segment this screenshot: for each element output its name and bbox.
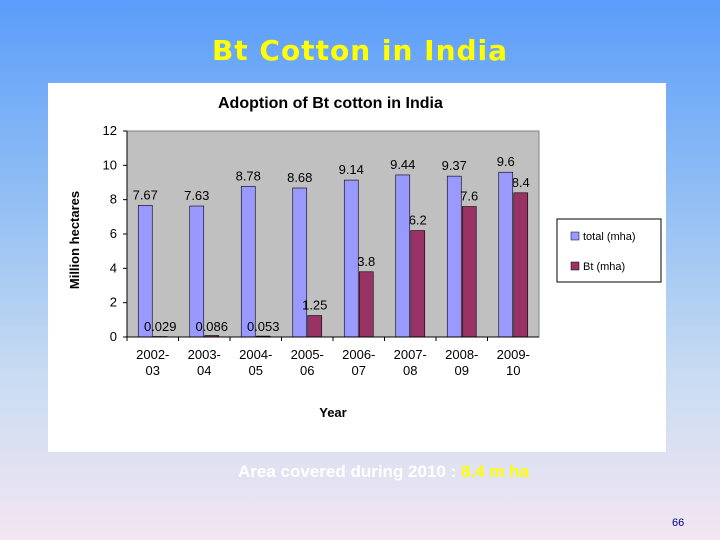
data-label-total: 9.44 bbox=[390, 157, 415, 172]
data-label-total: 9.14 bbox=[339, 162, 364, 177]
bar-bt bbox=[358, 271, 374, 338]
y-axis-label: Million hectares bbox=[67, 191, 82, 289]
bar-bt bbox=[410, 230, 426, 338]
y-tick-label: 0 bbox=[110, 329, 117, 344]
slide-title: Bt Cotton in India bbox=[211, 34, 509, 67]
bar-chart: Adoption of Bt cotton in India 0 2 4 6 8 10 12… bbox=[67, 95, 662, 420]
data-label-total: 7.67 bbox=[133, 187, 158, 202]
y-axis: 0 2 4 6 8 10 12 bbox=[103, 123, 128, 344]
bar-bt bbox=[513, 192, 529, 338]
legend-label-total: total (mha) bbox=[583, 231, 636, 243]
bar-total bbox=[395, 174, 411, 338]
bar-total bbox=[240, 185, 256, 338]
y-tick-label: 8 bbox=[110, 192, 117, 207]
legend-swatch-bt bbox=[570, 261, 580, 271]
y-tick-label: 10 bbox=[103, 157, 117, 172]
y-tick-label: 6 bbox=[110, 226, 117, 241]
bar-total bbox=[189, 205, 205, 338]
plot-area bbox=[126, 130, 540, 338]
y-tick-label: 2 bbox=[110, 295, 117, 310]
legend-box bbox=[556, 218, 662, 283]
data-label-total: 8.78 bbox=[236, 168, 261, 183]
x-axis-label: Year bbox=[319, 405, 346, 420]
footer-note: Area covered during 2010 : 8.4 m ha bbox=[238, 462, 529, 482]
legend-label-bt: Bt (mha) bbox=[583, 261, 625, 273]
bar-bt bbox=[307, 315, 323, 338]
chart-title: Adoption of Bt cotton in India bbox=[218, 95, 443, 112]
bar-bt bbox=[461, 206, 477, 338]
data-label-bt: 8.4 bbox=[512, 175, 530, 190]
bar-total bbox=[498, 171, 514, 338]
data-label-bt: 1.25 bbox=[302, 298, 327, 313]
data-label-total: 9.37 bbox=[442, 158, 467, 173]
x-axis: 2002-03 2003-04 2004-05 2005-06 2006-07 2007-… bbox=[126, 336, 539, 378]
bar-total bbox=[137, 205, 153, 338]
x-tick-label: 2008-09 bbox=[445, 347, 478, 378]
data-label-total: 8.68 bbox=[287, 170, 312, 185]
y-tick-label: 12 bbox=[103, 123, 117, 138]
legend-swatch-total bbox=[570, 231, 580, 241]
data-label-total: 7.63 bbox=[184, 188, 209, 203]
y-tick-label: 4 bbox=[110, 260, 117, 275]
data-label-bt: 3.8 bbox=[357, 254, 375, 269]
legend: total (mha) Bt (mha) bbox=[556, 218, 662, 283]
footer-text: Area covered during 2010 : bbox=[238, 462, 461, 481]
data-label-total: 9.6 bbox=[497, 154, 515, 169]
bar-total bbox=[292, 187, 308, 338]
data-label-bt: 0.029 bbox=[144, 319, 177, 334]
data-label-bt: 0.086 bbox=[195, 319, 228, 334]
x-tick-label: 2006-07 bbox=[342, 347, 375, 378]
chart-panel: Adoption of Bt cotton in India 0 2 4 6 8 10 12… bbox=[48, 83, 666, 452]
bar-total bbox=[343, 179, 359, 338]
x-tick-label: 2009-10 bbox=[497, 347, 530, 378]
bar-total bbox=[446, 175, 462, 338]
data-label-bt: 7.6 bbox=[460, 189, 478, 204]
bars: 7.67 0.029 7.63 0.086 8.78 0.053 8.68 1.25 9.14 3… bbox=[133, 154, 530, 338]
data-label-bt: 6.2 bbox=[409, 213, 427, 228]
x-tick-label: 2005-06 bbox=[291, 347, 324, 378]
data-label-bt: 0.053 bbox=[247, 319, 280, 334]
x-tick-label: 2002-03 bbox=[136, 347, 169, 378]
footer-value: 8.4 m ha bbox=[460, 462, 530, 481]
x-tick-label: 2007-08 bbox=[394, 347, 427, 378]
page-number: 66 bbox=[672, 517, 685, 529]
x-tick-label: 2003-04 bbox=[188, 347, 221, 378]
x-tick-label: 2004-05 bbox=[239, 347, 272, 378]
